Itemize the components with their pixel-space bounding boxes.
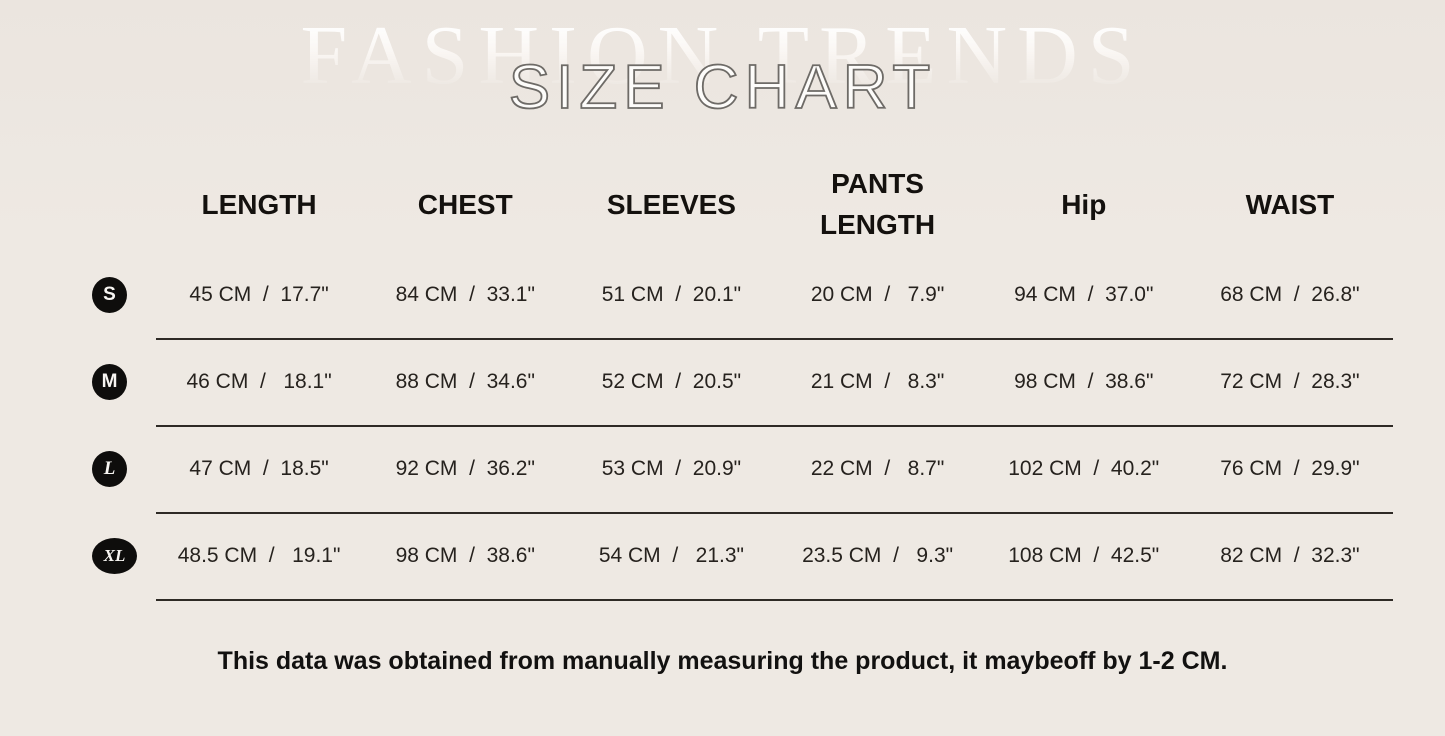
column-header-length: LENGTH bbox=[201, 188, 317, 220]
table-header-row: LENGTH CHEST SLEEVES PANTS LENGTH Hip WA… bbox=[72, 157, 1393, 253]
size-badge-wrap: XL bbox=[72, 538, 156, 575]
size-badge-xl: XL bbox=[92, 538, 137, 575]
cell-l-hip: 102 CM / 40.2" bbox=[1008, 457, 1160, 481]
cell-m-hip: 98 CM / 38.6" bbox=[1014, 370, 1154, 394]
header: FASHION TRENDS SIZE CHART bbox=[0, 0, 1445, 123]
cell-l-length: 47 CM / 18.5" bbox=[189, 457, 329, 481]
row-divider bbox=[156, 337, 1393, 340]
table-row-s: S 45 CM / 17.7" 84 CM / 33.1" 51 CM / 20… bbox=[72, 253, 1393, 338]
cell-xl-sleeves: 54 CM / 21.3" bbox=[598, 544, 744, 568]
cell-m-waist: 72 CM / 28.3" bbox=[1220, 370, 1360, 394]
cell-l-pants-length: 22 CM / 8.7" bbox=[810, 457, 945, 481]
cell-m-chest: 88 CM / 34.6" bbox=[395, 370, 535, 394]
cell-xl-hip: 108 CM / 42.5" bbox=[1008, 544, 1160, 568]
cell-s-sleeves: 51 CM / 20.1" bbox=[601, 283, 742, 307]
measurement-note: This data was obtained from manually mea… bbox=[217, 646, 1228, 675]
table-row-m: M 46 CM / 18.1" 88 CM / 34.6" 52 CM / 20… bbox=[72, 340, 1393, 425]
cell-xl-chest: 98 CM / 38.6" bbox=[395, 544, 535, 568]
brand-watermark: FASHION TRENDS bbox=[0, 14, 1445, 98]
column-header-sleeves: SLEEVES bbox=[606, 188, 736, 220]
cell-l-sleeves: 53 CM / 20.9" bbox=[601, 457, 742, 481]
row-divider bbox=[156, 598, 1393, 601]
size-badge-m: M bbox=[92, 364, 127, 401]
cell-s-chest: 84 CM / 33.1" bbox=[395, 283, 535, 307]
size-table: LENGTH CHEST SLEEVES PANTS LENGTH Hip WA… bbox=[72, 157, 1393, 601]
size-badge-wrap: S bbox=[72, 277, 156, 314]
size-badge-l: L bbox=[92, 451, 127, 488]
size-badge-wrap: L bbox=[72, 451, 156, 488]
size-badge-wrap: M bbox=[72, 364, 156, 401]
cell-s-waist: 68 CM / 26.8" bbox=[1220, 283, 1360, 307]
table-row-xl: XL 48.5 CM / 19.1" 98 CM / 38.6" 54 CM /… bbox=[72, 514, 1393, 599]
row-divider bbox=[156, 511, 1393, 514]
page-title: SIZE CHART bbox=[508, 52, 937, 123]
cell-xl-pants-length: 23.5 CM / 9.3" bbox=[802, 544, 954, 568]
row-divider bbox=[156, 424, 1393, 427]
cell-m-pants-length: 21 CM / 8.3" bbox=[810, 370, 945, 394]
column-header-hip: Hip bbox=[1061, 188, 1107, 220]
cell-s-length: 45 CM / 17.7" bbox=[189, 283, 329, 307]
cell-xl-length: 48.5 CM / 19.1" bbox=[177, 544, 341, 568]
column-header-chest: CHEST bbox=[417, 188, 513, 220]
cell-s-pants-length: 20 CM / 7.9" bbox=[810, 283, 945, 307]
cell-s-hip: 94 CM / 37.0" bbox=[1014, 283, 1154, 307]
cell-m-sleeves: 52 CM / 20.5" bbox=[601, 370, 742, 394]
cell-l-waist: 76 CM / 29.9" bbox=[1220, 457, 1360, 481]
cell-m-length: 46 CM / 18.1" bbox=[186, 370, 332, 394]
size-badge-s: S bbox=[92, 277, 127, 314]
cell-xl-waist: 82 CM / 32.3" bbox=[1220, 544, 1360, 568]
cell-l-chest: 92 CM / 36.2" bbox=[395, 457, 535, 481]
table-row-l: L 47 CM / 18.5" 92 CM / 36.2" 53 CM / 20… bbox=[72, 427, 1393, 512]
column-header-waist: WAIST bbox=[1245, 188, 1335, 220]
column-header-pants-length: PANTS LENGTH bbox=[820, 168, 936, 240]
